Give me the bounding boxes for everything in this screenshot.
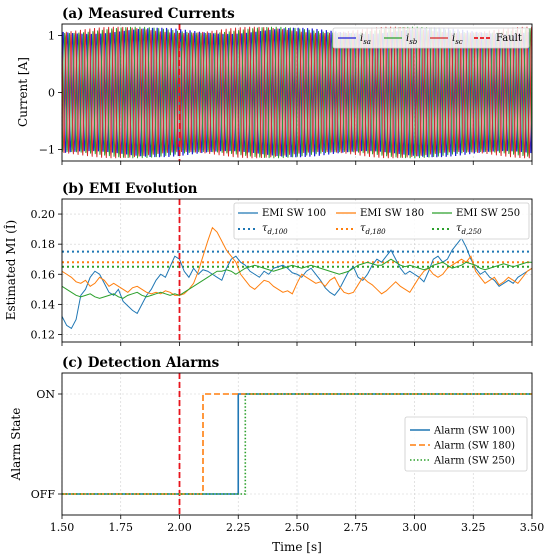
legend-a-isc-label: isc <box>452 33 463 46</box>
series-isb-line <box>62 26 532 159</box>
legend-c-series-2-label: Alarm (SW 250) <box>433 456 515 467</box>
c-ytick-label-1: ON <box>36 388 55 401</box>
c-xtick-label-4: 2.50 <box>285 521 310 534</box>
panel-c-legend: Alarm (SW 100) Alarm (SW 180) Alarm (SW 25… <box>404 416 528 472</box>
legend-c-series-0-label: Alarm (SW 100) <box>433 426 515 437</box>
emi-series-1-line <box>62 226 532 296</box>
panel-c-ylabel: Alarm State <box>9 408 23 482</box>
legend-b-series-0-label: EMI SW 100 <box>262 208 326 219</box>
panel-emi-evolution: (b) EMI Evolution 0.12 0.14 0.16 0.18 0.20 E… <box>3 181 533 346</box>
b-ytick-label-1: 0.14 <box>31 298 56 311</box>
series-isc-line <box>62 26 532 159</box>
legend-a-isa-label: isa <box>360 33 371 46</box>
b-ytick-label-0: 0.12 <box>31 328 56 341</box>
c-xtick-label-0: 1.50 <box>50 521 75 534</box>
c-xtick-label-5: 2.75 <box>344 521 369 534</box>
legend-b-threshold-0-label: τd,100 <box>262 223 288 236</box>
legend-b-threshold-1-label: τd,180 <box>360 223 386 236</box>
emi-series-2-line <box>62 258 532 299</box>
legend-c-series-1-label: Alarm (SW 180) <box>433 441 515 452</box>
panel-a-ylabel: Current [A] <box>16 57 30 127</box>
panel-c-xlabel: Time [s] <box>272 540 322 554</box>
legend-b-series-2-label: EMI SW 250 <box>456 208 520 219</box>
a-ytick-label-0: −1 <box>39 144 55 157</box>
panel-b-title: (b) EMI Evolution <box>62 181 198 197</box>
panel-b-ylabel: Estimated MI (Î) <box>3 220 18 320</box>
panel-b-legend: EMI SW 100 EMI SW 180 EMI SW 250 τd,100 τd,1… <box>233 202 530 240</box>
panel-measured-currents: (a) Measured Currents −1 0 1 Current [A] i… <box>16 6 533 165</box>
legend-b-box <box>233 202 530 240</box>
panel-a-legend: isa isb isc Fault <box>332 27 530 49</box>
panel-detection-alarms: (c) Detection Alarms OFF ON 1.50 1.75 2.00 2… <box>9 355 544 554</box>
c-xtick-label-7: 3.25 <box>461 521 486 534</box>
panel-a-title: (a) Measured Currents <box>62 6 235 22</box>
legend-a-fault-label: Fault <box>496 33 522 44</box>
c-xtick-label-1: 1.75 <box>109 521 134 534</box>
c-xtick-label-2: 2.00 <box>167 521 192 534</box>
alarm-series-1-line <box>62 393 532 495</box>
legend-a-isb-label: isb <box>406 33 418 46</box>
c-xtick-label-3: 2.25 <box>226 521 251 534</box>
b-ytick-label-3: 0.18 <box>31 238 56 251</box>
a-ytick-label-1: 0 <box>48 87 55 100</box>
legend-c-box <box>404 416 528 472</box>
a-ytick-label-2: 1 <box>48 29 55 42</box>
alarm-series-2-line <box>62 393 532 495</box>
c-xtick-label-6: 3.00 <box>402 521 427 534</box>
b-ytick-label-2: 0.16 <box>31 268 56 281</box>
c-xtick-label-8: 3.50 <box>520 521 545 534</box>
emi-series-0-line <box>62 237 532 330</box>
panel-c-title: (c) Detection Alarms <box>62 355 220 371</box>
b-ytick-label-4: 0.20 <box>31 208 56 221</box>
c-ytick-label-0: OFF <box>31 488 56 501</box>
legend-b-series-1-label: EMI SW 180 <box>360 208 424 219</box>
legend-b-threshold-2-label: τd,250 <box>456 223 482 236</box>
